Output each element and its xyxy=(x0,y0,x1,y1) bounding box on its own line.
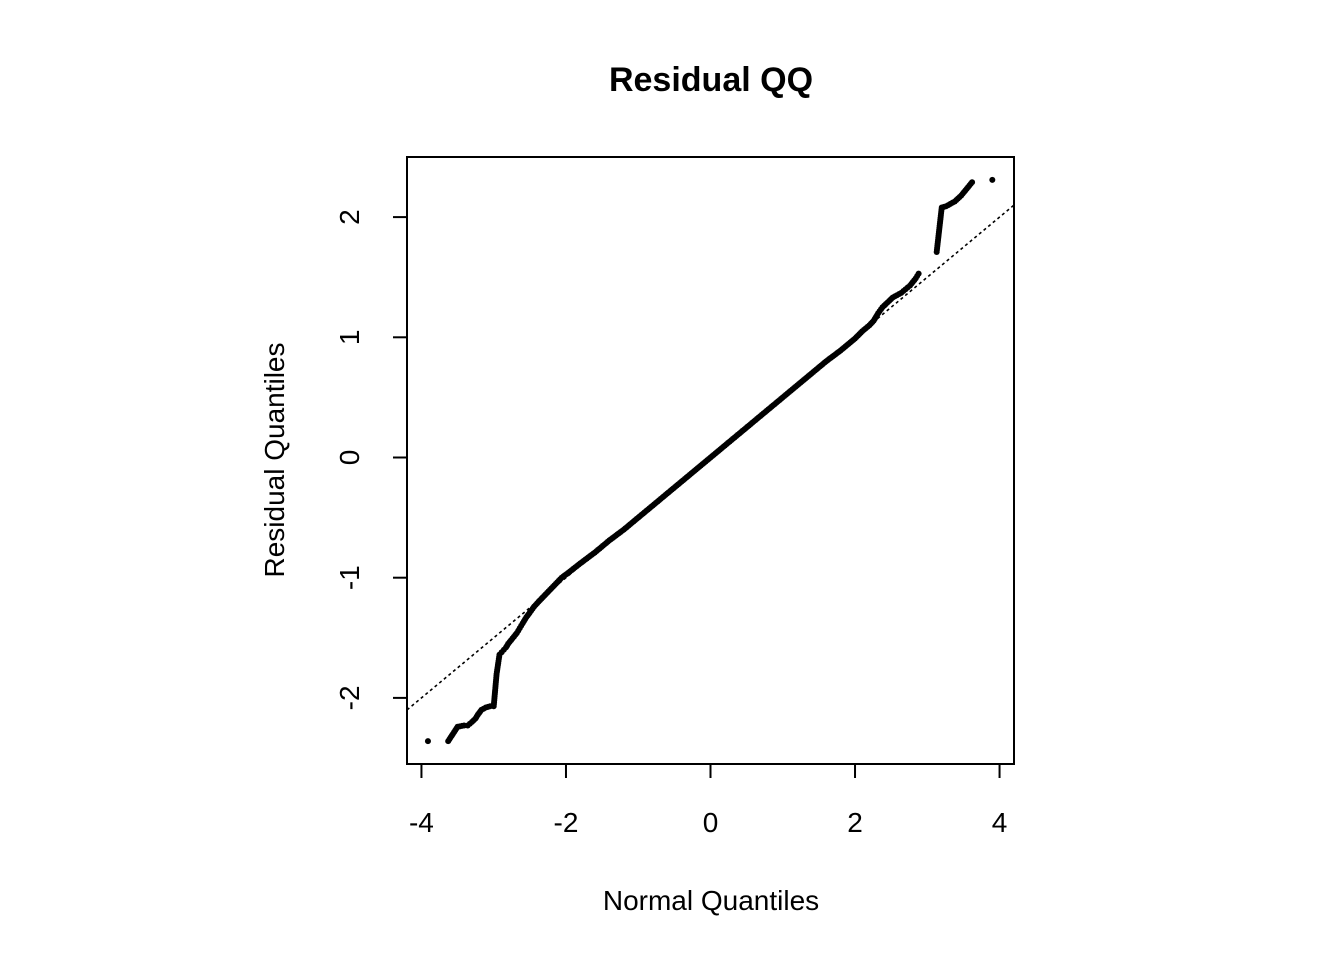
x-tick-label: 2 xyxy=(847,807,863,838)
axes-layer: -4 -2 0 2 4 -2 -1 0 1 2 xyxy=(334,209,1007,838)
y-tick-label: 2 xyxy=(334,209,365,225)
data-point xyxy=(424,738,431,745)
plot-frame xyxy=(406,156,1015,765)
data-point xyxy=(989,176,996,183)
chart-title: Residual QQ xyxy=(609,61,813,99)
x-tick-label: -4 xyxy=(409,807,434,838)
data-point xyxy=(969,179,976,186)
y-tick-label: 1 xyxy=(334,330,365,346)
x-tick-label: 0 xyxy=(703,807,719,838)
y-tick-label: -1 xyxy=(334,565,365,590)
y-tick-label: -2 xyxy=(334,685,365,710)
data-point xyxy=(915,270,922,277)
x-tick-label: 4 xyxy=(992,807,1008,838)
y-axis-label: Residual Quantiles xyxy=(259,342,290,577)
y-tick-label: 0 xyxy=(334,450,365,466)
points-layer xyxy=(424,176,996,745)
x-axis-label: Normal Quantiles xyxy=(603,885,819,916)
x-tick-label: -2 xyxy=(554,807,579,838)
